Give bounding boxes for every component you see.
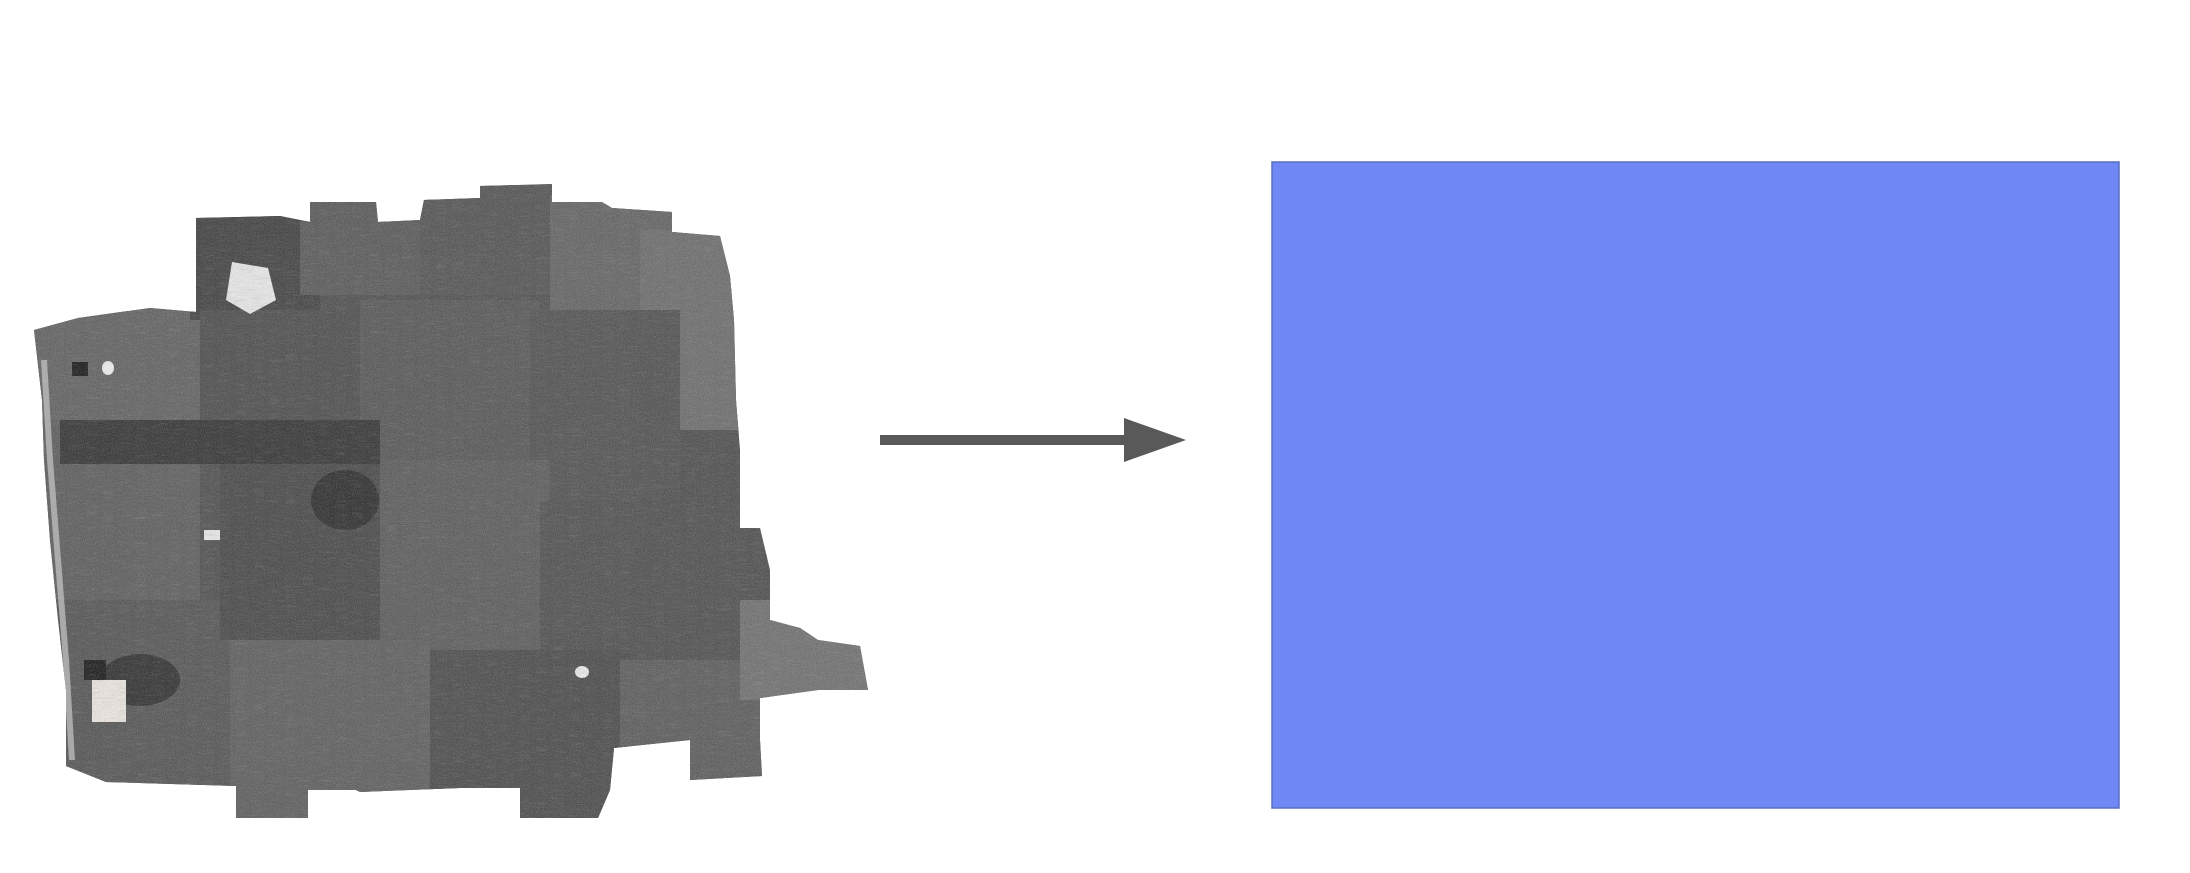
coastline <box>41 359 75 761</box>
right-arrow-icon <box>880 418 1186 462</box>
arrow-head <box>1124 418 1186 462</box>
aerial-photo-mosaic <box>34 184 868 818</box>
photo-grain <box>34 184 868 818</box>
blue-rectangle <box>1271 161 2120 809</box>
